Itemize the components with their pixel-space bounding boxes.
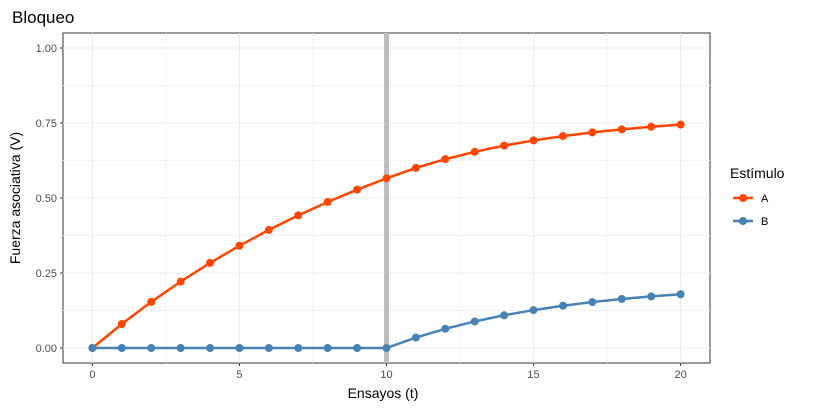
data-point-A: [529, 136, 538, 145]
data-point-A: [647, 122, 656, 131]
x-tick-label: 20: [674, 369, 686, 381]
data-point-B: [411, 333, 420, 342]
data-point-B: [558, 301, 567, 310]
data-point-A: [617, 125, 626, 134]
data-point-B: [117, 344, 126, 352]
y-tick-label: 0.25: [36, 268, 57, 280]
data-point-A: [470, 147, 479, 156]
data-point-A: [294, 211, 303, 220]
data-point-A: [411, 163, 420, 172]
legend: Estímulo AB: [730, 165, 785, 228]
data-point-B: [617, 294, 626, 303]
legend-label-B: B: [761, 216, 768, 228]
data-point-A: [500, 141, 509, 150]
y-tick-label: 0.00: [36, 343, 57, 355]
legend-title: Estímulo: [730, 165, 785, 181]
data-point-A: [676, 120, 685, 129]
data-point-A: [323, 197, 332, 206]
data-point-B: [382, 344, 391, 352]
y-axis-label: Fuerza asociativa (V): [7, 132, 23, 264]
data-point-A: [147, 297, 156, 306]
data-point-B: [176, 344, 185, 352]
data-point-A: [588, 128, 597, 137]
data-point-B: [500, 311, 509, 320]
data-point-A: [558, 132, 567, 141]
legend-key-point-B: [739, 217, 747, 225]
x-tick-label: 10: [380, 369, 392, 381]
data-point-A: [382, 174, 391, 183]
data-point-B: [441, 324, 450, 333]
y-tick-label: 1.00: [36, 43, 57, 55]
x-axis-label: Ensayos (t): [348, 385, 419, 401]
data-point-B: [353, 344, 362, 352]
chart-title: Bloqueo: [12, 8, 74, 27]
data-point-B: [676, 290, 685, 299]
x-tick-label: 0: [89, 369, 95, 381]
data-point-B: [147, 344, 156, 352]
data-point-A: [176, 277, 185, 286]
data-point-B: [264, 344, 273, 352]
data-point-B: [88, 344, 97, 352]
data-point-B: [647, 292, 656, 301]
data-point-B: [235, 344, 244, 352]
data-point-A: [264, 225, 273, 234]
data-point-B: [206, 344, 215, 352]
y-tick-label: 0.75: [36, 118, 57, 130]
data-point-B: [529, 306, 538, 315]
data-point-B: [294, 344, 303, 352]
data-point-A: [441, 155, 450, 164]
data-point-B: [588, 298, 597, 307]
x-tick-label: 15: [527, 369, 539, 381]
data-point-A: [117, 320, 126, 328]
data-point-B: [323, 344, 332, 352]
data-point-A: [353, 185, 362, 194]
data-point-A: [235, 241, 244, 250]
y-tick-label: 0.50: [36, 193, 57, 205]
x-tick-label: 5: [236, 369, 242, 381]
data-point-B: [470, 317, 479, 326]
legend-label-A: A: [761, 193, 769, 205]
data-point-A: [206, 258, 215, 267]
legend-key-point-A: [739, 194, 747, 202]
